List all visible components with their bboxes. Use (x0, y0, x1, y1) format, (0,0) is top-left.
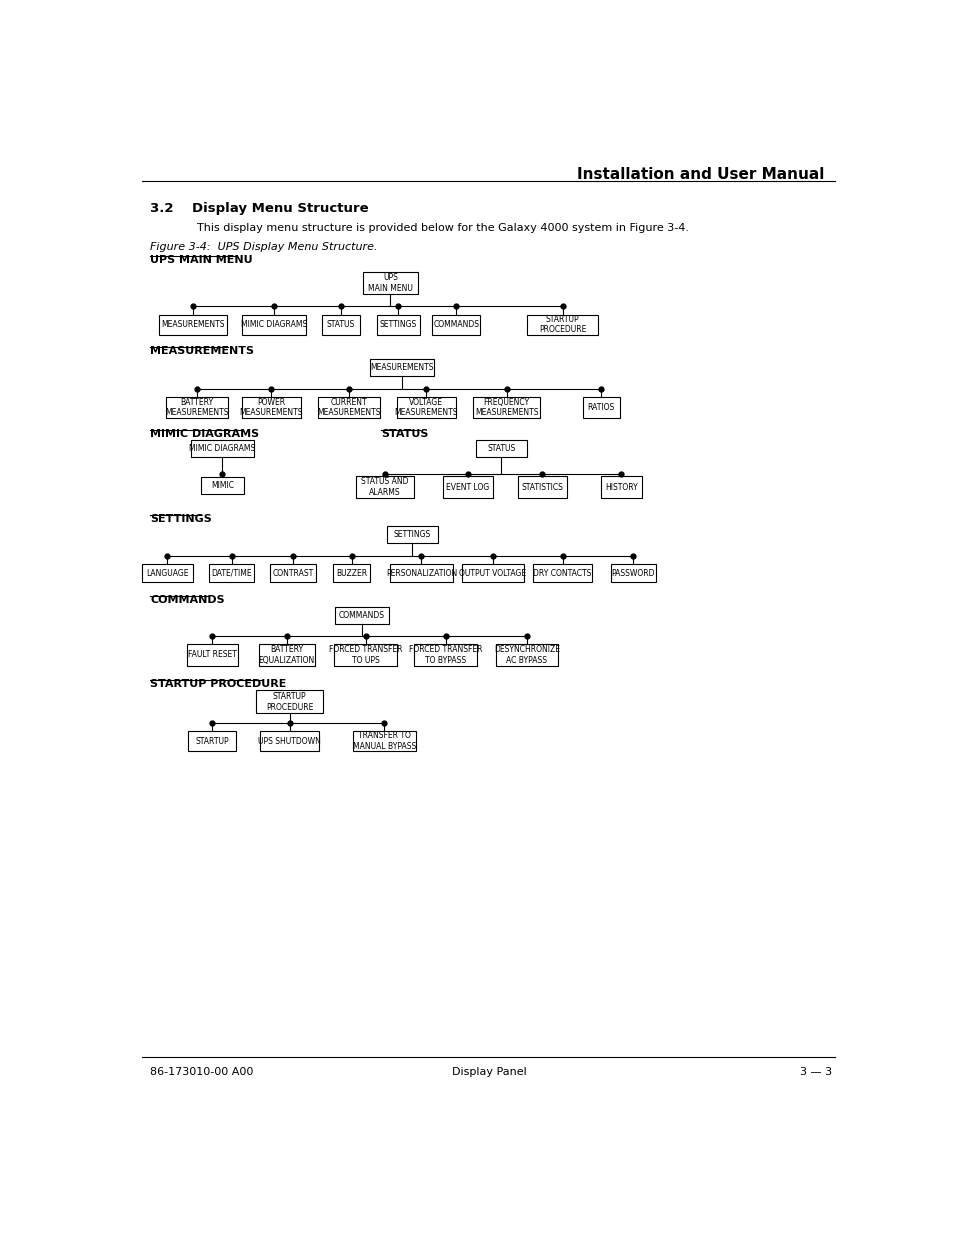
FancyBboxPatch shape (496, 645, 558, 666)
FancyBboxPatch shape (333, 564, 370, 583)
FancyBboxPatch shape (526, 315, 598, 335)
Text: MIMIC DIAGRAMS: MIMIC DIAGRAMS (150, 430, 259, 440)
Text: MEASUREMENTS: MEASUREMENTS (150, 346, 254, 356)
Text: BUZZER: BUZZER (335, 569, 367, 578)
FancyBboxPatch shape (187, 645, 237, 666)
FancyBboxPatch shape (432, 315, 480, 335)
FancyBboxPatch shape (600, 477, 641, 498)
FancyBboxPatch shape (241, 396, 300, 419)
Text: SETTINGS: SETTINGS (379, 320, 416, 329)
Text: BATTERY
EQUALIZATION: BATTERY EQUALIZATION (258, 645, 314, 664)
Text: TRANSFER TO
MANUAL BYPASS: TRANSFER TO MANUAL BYPASS (353, 731, 416, 751)
Text: STATUS: STATUS (487, 445, 515, 453)
Text: POWER
MEASUREMENTS: POWER MEASUREMENTS (239, 398, 303, 417)
Text: PASSWORD: PASSWORD (611, 569, 654, 578)
Text: BATTERY
MEASUREMENTS: BATTERY MEASUREMENTS (165, 398, 229, 417)
FancyBboxPatch shape (476, 440, 526, 457)
FancyBboxPatch shape (209, 564, 253, 583)
Text: FREQUENCY
MEASUREMENTS: FREQUENCY MEASUREMENTS (475, 398, 537, 417)
FancyBboxPatch shape (317, 396, 379, 419)
Text: CONTRAST: CONTRAST (272, 569, 314, 578)
FancyBboxPatch shape (335, 608, 389, 624)
FancyBboxPatch shape (260, 731, 319, 751)
Text: LANGUAGE: LANGUAGE (146, 569, 189, 578)
FancyBboxPatch shape (242, 315, 306, 335)
Text: DRY CONTACTS: DRY CONTACTS (533, 569, 591, 578)
FancyBboxPatch shape (386, 526, 437, 543)
Text: MIMIC DIAGRAMS: MIMIC DIAGRAMS (241, 320, 307, 329)
Text: COMMANDS: COMMANDS (433, 320, 478, 329)
Text: RATIOS: RATIOS (587, 403, 615, 412)
FancyBboxPatch shape (533, 564, 592, 583)
Text: UPS SHUTDOWN: UPS SHUTDOWN (258, 736, 321, 746)
Text: MEASUREMENTS: MEASUREMENTS (370, 363, 434, 372)
Text: CURRENT
MEASUREMENTS: CURRENT MEASUREMENTS (316, 398, 380, 417)
FancyBboxPatch shape (396, 396, 456, 419)
Text: STATUS: STATUS (381, 430, 428, 440)
FancyBboxPatch shape (142, 564, 193, 583)
FancyBboxPatch shape (258, 645, 314, 666)
Text: PERSONALIZATION: PERSONALIZATION (385, 569, 456, 578)
FancyBboxPatch shape (166, 396, 228, 419)
Text: EVENT LOG: EVENT LOG (446, 483, 489, 492)
FancyBboxPatch shape (461, 564, 523, 583)
Text: SETTINGS: SETTINGS (394, 530, 431, 540)
FancyBboxPatch shape (414, 645, 476, 666)
Text: This display menu structure is provided below for the Galaxy 4000 system in Figu: This display menu structure is provided … (196, 222, 688, 233)
Text: FORCED TRANSFER
TO BYPASS: FORCED TRANSFER TO BYPASS (408, 645, 482, 664)
Text: Figure 3-4:  UPS Display Menu Structure.: Figure 3-4: UPS Display Menu Structure. (150, 242, 377, 252)
Text: DATE/TIME: DATE/TIME (212, 569, 252, 578)
FancyBboxPatch shape (582, 396, 619, 419)
Text: STATISTICS: STATISTICS (521, 483, 563, 492)
Text: Display Panel: Display Panel (451, 1067, 526, 1077)
Text: COMMANDS: COMMANDS (150, 595, 225, 605)
FancyBboxPatch shape (200, 477, 244, 494)
FancyBboxPatch shape (191, 440, 253, 457)
Text: 3 — 3: 3 — 3 (800, 1067, 831, 1077)
Text: SETTINGS: SETTINGS (150, 514, 212, 524)
Text: FORCED TRANSFER
TO UPS: FORCED TRANSFER TO UPS (329, 645, 402, 664)
Text: HISTORY: HISTORY (604, 483, 638, 492)
Text: VOLTAGE
MEASUREMENTS: VOLTAGE MEASUREMENTS (394, 398, 457, 417)
Text: STARTUP: STARTUP (195, 736, 229, 746)
Text: STARTUP PROCEDURE: STARTUP PROCEDURE (150, 679, 286, 689)
Text: STATUS: STATUS (327, 320, 355, 329)
Text: MIMIC DIAGRAMS: MIMIC DIAGRAMS (189, 445, 255, 453)
Text: Installation and User Manual: Installation and User Manual (577, 168, 823, 183)
FancyBboxPatch shape (188, 731, 236, 751)
FancyBboxPatch shape (517, 477, 567, 498)
Text: STATUS AND
ALARMS: STATUS AND ALARMS (361, 477, 409, 496)
Text: 3.2    Display Menu Structure: 3.2 Display Menu Structure (150, 203, 369, 215)
FancyBboxPatch shape (370, 359, 434, 377)
Text: STARTUP
PROCEDURE: STARTUP PROCEDURE (538, 315, 586, 335)
FancyBboxPatch shape (610, 564, 655, 583)
Text: 86-173010-00 A00: 86-173010-00 A00 (150, 1067, 253, 1077)
FancyBboxPatch shape (270, 564, 315, 583)
FancyBboxPatch shape (362, 272, 418, 294)
Text: DESYNCHRONIZE
AC BYPASS: DESYNCHRONIZE AC BYPASS (494, 645, 559, 664)
Text: UPS
MAIN MENU: UPS MAIN MENU (368, 273, 413, 293)
Text: STARTUP
PROCEDURE: STARTUP PROCEDURE (266, 692, 314, 711)
FancyBboxPatch shape (334, 645, 397, 666)
FancyBboxPatch shape (376, 315, 419, 335)
FancyBboxPatch shape (443, 477, 493, 498)
Text: MIMIC: MIMIC (211, 480, 233, 490)
FancyBboxPatch shape (321, 315, 360, 335)
Text: UPS MAIN MENU: UPS MAIN MENU (150, 256, 253, 266)
Text: COMMANDS: COMMANDS (338, 611, 384, 620)
FancyBboxPatch shape (390, 564, 453, 583)
Text: OUTPUT VOLTAGE: OUTPUT VOLTAGE (458, 569, 526, 578)
FancyBboxPatch shape (353, 731, 416, 751)
FancyBboxPatch shape (473, 396, 539, 419)
FancyBboxPatch shape (356, 477, 414, 498)
Text: MEASUREMENTS: MEASUREMENTS (161, 320, 224, 329)
Text: FAULT RESET: FAULT RESET (188, 651, 236, 659)
FancyBboxPatch shape (158, 315, 227, 335)
FancyBboxPatch shape (256, 690, 323, 714)
